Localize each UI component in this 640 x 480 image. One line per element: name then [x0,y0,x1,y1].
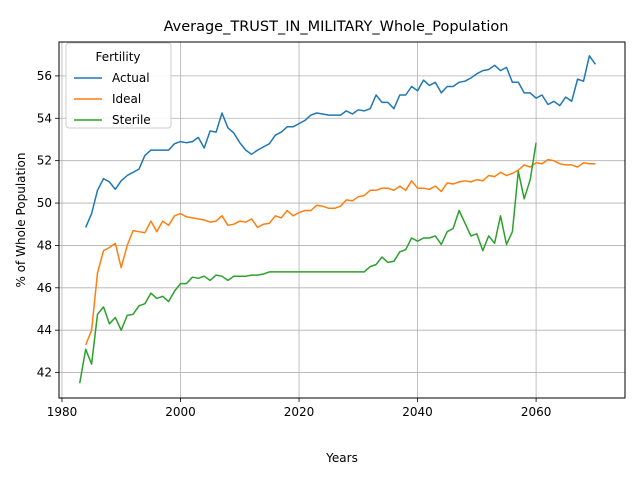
y-tick-label: 54 [37,111,52,125]
y-tick-label: 52 [37,154,52,168]
x-axis-label: Years [325,451,358,465]
y-tick-label: 46 [37,281,52,295]
legend-box [65,42,172,129]
x-axis-ticks: 1980 2000 2020 2040 2060 [47,398,552,419]
legend: Fertility Actual Ideal Sterile [65,42,172,129]
x-tick-label: 1980 [47,405,78,419]
y-tick-label: 48 [37,238,52,252]
legend-title: Fertility [95,50,140,64]
x-tick-label: 2040 [402,405,433,419]
legend-label-sterile: Sterile [112,113,151,127]
x-tick-label: 2020 [284,405,315,419]
series-line-sterile [78,142,537,384]
y-tick-label: 42 [37,366,52,380]
y-axis-label: % of Whole Population [14,153,28,288]
chart-title: Average_TRUST_IN_MILITARY_Whole_Populati… [164,19,509,35]
y-axis-ticks: 42 44 46 48 50 52 54 56 [37,69,59,380]
y-tick-label: 50 [37,196,52,210]
x-tick-label: 2000 [165,405,196,419]
legend-label-actual: Actual [112,71,150,85]
series-lines [78,55,597,384]
series-line-ideal [85,158,596,346]
y-tick-label: 56 [37,69,52,83]
series-line-actual [85,55,597,228]
x-tick-label: 2060 [521,405,552,419]
y-tick-label: 44 [37,323,52,337]
plot-frame [58,41,626,399]
legend-entries: Actual Ideal Sterile [74,71,151,127]
legend-label-ideal: Ideal [112,92,141,106]
gridlines [59,42,625,398]
